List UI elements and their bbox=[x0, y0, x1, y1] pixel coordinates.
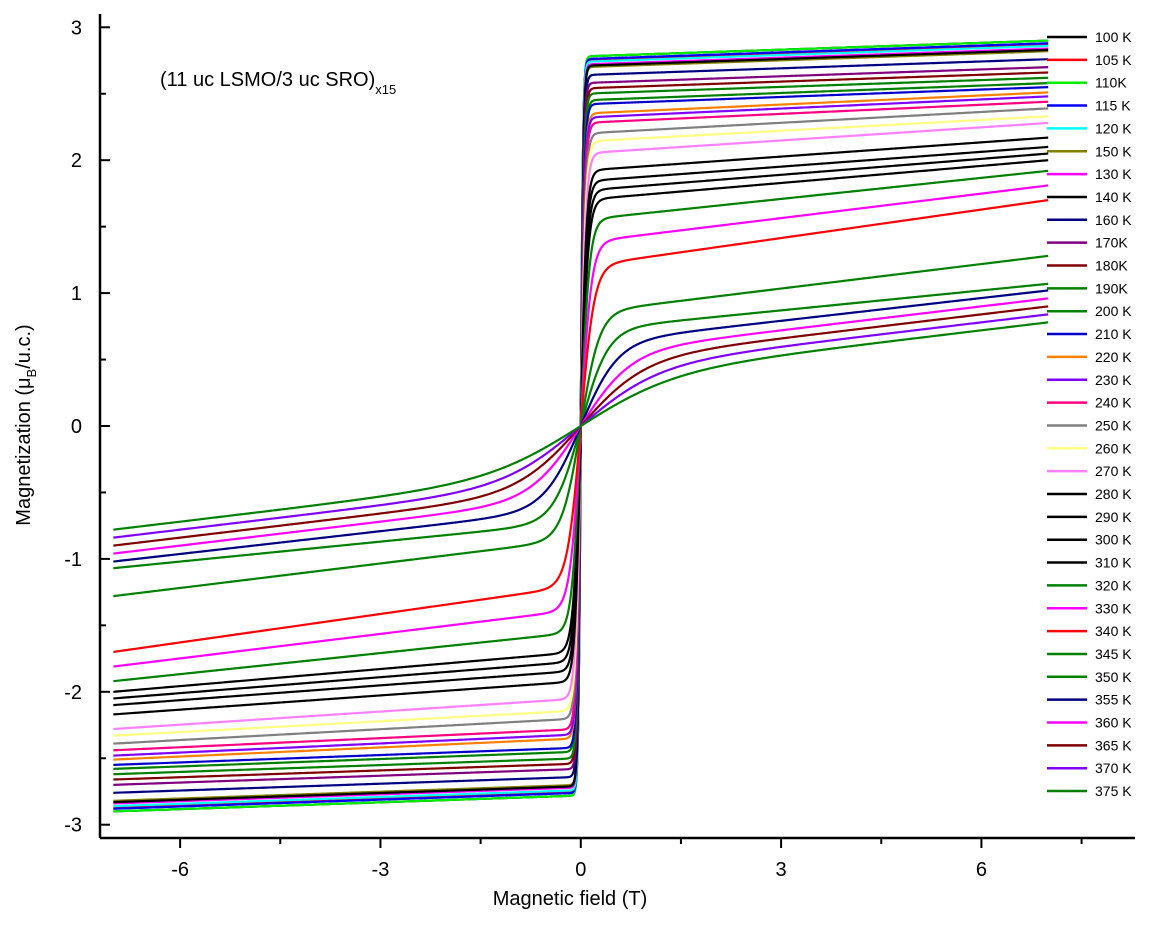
legend-label: 200 K bbox=[1095, 303, 1132, 319]
legend-label: 210 K bbox=[1095, 326, 1132, 342]
y-axis-title-prefix: Magnetization (μ bbox=[13, 377, 35, 525]
legend-label: 355 K bbox=[1095, 692, 1132, 708]
legend-label: 260 K bbox=[1095, 440, 1132, 456]
legend-label: 370 K bbox=[1095, 760, 1132, 776]
sample-annotation-main: (11 uc LSMO/3 uc SRO) bbox=[160, 69, 375, 91]
legend-label: 375 K bbox=[1095, 783, 1132, 799]
legend-item: 250 K bbox=[1047, 417, 1132, 433]
legend-label: 340 K bbox=[1095, 623, 1132, 639]
legend-label: 345 K bbox=[1095, 646, 1132, 662]
legend-label: 170K bbox=[1095, 235, 1128, 251]
sample-annotation-subscript: x15 bbox=[375, 82, 396, 97]
legend-item: 360 K bbox=[1047, 715, 1132, 731]
legend-label: 320 K bbox=[1095, 577, 1132, 593]
y-tick-label: -2 bbox=[64, 682, 82, 704]
legend-item: 350 K bbox=[1047, 669, 1132, 685]
legend-item: 260 K bbox=[1047, 440, 1132, 456]
y-tick-label: -1 bbox=[64, 549, 82, 571]
legend: 100 K 105 K 110K 115 K 120 K 150 K 130 K 140 K 1… bbox=[1047, 29, 1132, 799]
legend-item: 270 K bbox=[1047, 463, 1132, 479]
legend-label: 190K bbox=[1095, 280, 1128, 296]
legend-label: 365 K bbox=[1095, 737, 1132, 753]
y-tick-label: -3 bbox=[64, 815, 82, 837]
legend-item: 230 K bbox=[1047, 372, 1132, 388]
legend-label: 150 K bbox=[1095, 143, 1132, 159]
legend-item: 340 K bbox=[1047, 623, 1132, 639]
legend-item: 220 K bbox=[1047, 349, 1132, 365]
y-tick-label: 1 bbox=[71, 283, 82, 305]
legend-item: 190K bbox=[1047, 280, 1128, 296]
sample-annotation: (11 uc LSMO/3 uc SRO)x15 bbox=[160, 69, 396, 97]
x-tick-label: 3 bbox=[776, 859, 787, 881]
legend-label: 180K bbox=[1095, 258, 1128, 274]
y-axis-title-subscript: B bbox=[24, 369, 39, 378]
legend-item: 280 K bbox=[1047, 486, 1132, 502]
legend-item: 320 K bbox=[1047, 577, 1132, 593]
legend-item: 110K bbox=[1047, 75, 1127, 91]
legend-item: 160 K bbox=[1047, 212, 1132, 228]
y-tick-label: 0 bbox=[71, 416, 82, 438]
legend-label: 230 K bbox=[1095, 372, 1132, 388]
legend-item: 140 K bbox=[1047, 189, 1132, 205]
y-axis-title: Magnetization (μB/u.c.) bbox=[13, 324, 39, 525]
legend-item: 290 K bbox=[1047, 509, 1132, 525]
x-tick-label: -3 bbox=[372, 859, 390, 881]
legend-item: 355 K bbox=[1047, 692, 1132, 708]
legend-label: 130 K bbox=[1095, 166, 1132, 182]
legend-label: 290 K bbox=[1095, 509, 1132, 525]
x-axis-title: Magnetic field (T) bbox=[493, 888, 648, 910]
legend-label: 360 K bbox=[1095, 715, 1132, 731]
legend-item: 150 K bbox=[1047, 143, 1132, 159]
legend-label: 280 K bbox=[1095, 486, 1132, 502]
series-curve-375k bbox=[113, 321, 1049, 531]
legend-label: 270 K bbox=[1095, 463, 1132, 479]
legend-label: 220 K bbox=[1095, 349, 1132, 365]
legend-label: 120 K bbox=[1095, 120, 1132, 136]
x-tick-label: -6 bbox=[171, 859, 189, 881]
legend-label: 140 K bbox=[1095, 189, 1132, 205]
legend-item: 210 K bbox=[1047, 326, 1132, 342]
legend-label: 110K bbox=[1095, 75, 1127, 91]
legend-item: 365 K bbox=[1047, 737, 1132, 753]
legend-label: 160 K bbox=[1095, 212, 1132, 228]
legend-label: 240 K bbox=[1095, 395, 1132, 411]
axes: -3 -2 -1 0 1 2 3 -6 -3 0 3 6 bbox=[64, 14, 1135, 881]
legend-label: 330 K bbox=[1095, 600, 1132, 616]
legend-item: 240 K bbox=[1047, 395, 1132, 411]
legend-label: 105 K bbox=[1095, 52, 1132, 68]
y-axis-title-suffix: /u.c.) bbox=[13, 324, 35, 368]
legend-item: 300 K bbox=[1047, 532, 1132, 548]
legend-label: 350 K bbox=[1095, 669, 1132, 685]
x-tick-label: 6 bbox=[976, 859, 987, 881]
legend-item: 345 K bbox=[1047, 646, 1132, 662]
legend-item: 370 K bbox=[1047, 760, 1132, 776]
y-tick-label: 2 bbox=[71, 150, 82, 172]
y-tick-label: 3 bbox=[71, 17, 82, 39]
legend-item: 180K bbox=[1047, 258, 1128, 274]
legend-item: 100 K bbox=[1047, 29, 1132, 45]
legend-item: 310 K bbox=[1047, 555, 1132, 571]
legend-item: 330 K bbox=[1047, 600, 1132, 616]
legend-item: 170K bbox=[1047, 235, 1128, 251]
legend-item: 200 K bbox=[1047, 303, 1132, 319]
legend-label: 310 K bbox=[1095, 555, 1132, 571]
legend-item: 105 K bbox=[1047, 52, 1132, 68]
legend-label: 300 K bbox=[1095, 532, 1132, 548]
legend-label: 115 K bbox=[1095, 98, 1131, 114]
legend-item: 120 K bbox=[1047, 120, 1132, 136]
legend-label: 250 K bbox=[1095, 417, 1132, 433]
legend-item: 375 K bbox=[1047, 783, 1132, 799]
legend-label: 100 K bbox=[1095, 29, 1132, 45]
x-tick-label: 0 bbox=[575, 859, 586, 881]
legend-item: 115 K bbox=[1047, 98, 1131, 114]
legend-item: 130 K bbox=[1047, 166, 1132, 182]
curves bbox=[113, 39, 1049, 813]
